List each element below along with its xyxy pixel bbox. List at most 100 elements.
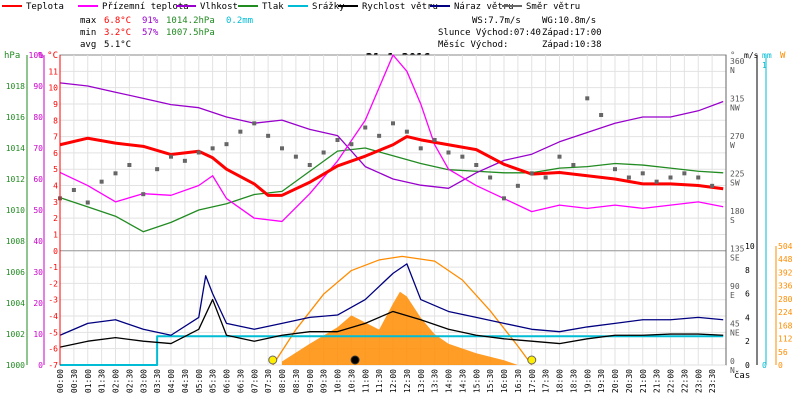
celsius-tick-label: 7 xyxy=(53,133,58,142)
x-tick-label: 16:00 xyxy=(500,369,509,393)
direction-tick-label: NE xyxy=(730,329,740,338)
solar-area xyxy=(282,291,518,365)
series-rychlost-v-tru xyxy=(59,298,724,348)
series xyxy=(58,54,724,366)
axes: hPa% °C1000100210041006100810101012101410… xyxy=(4,51,793,393)
wind-direction-point xyxy=(363,125,368,130)
hpa-tick-label: 1002 xyxy=(6,330,25,339)
hpa-tick-label: 1016 xyxy=(6,113,25,122)
celsius-tick-label: 3 xyxy=(53,198,58,207)
celsius-tick-label: 9 xyxy=(53,100,58,109)
wind-tick-label: 4 xyxy=(745,313,750,322)
wind-direction-point xyxy=(266,133,271,138)
wind-direction-point xyxy=(488,175,493,180)
direction-tick-value: 90 xyxy=(730,282,740,291)
wind-direction-point xyxy=(377,133,382,138)
legend-label: Směr větru xyxy=(526,2,580,12)
info-wg: WG:10.8m/s xyxy=(542,16,596,26)
wind-tick-label: 2 xyxy=(745,337,750,346)
direction-tick-label: SW xyxy=(730,179,740,188)
x-tick-label: 20:30 xyxy=(625,369,634,393)
direction-unit-label: ° xyxy=(730,51,735,61)
percent-tick-label: 90 xyxy=(33,82,43,91)
info-moon-rise: Měsíc Východ: xyxy=(438,40,508,50)
stats-min-temp: 3.2°C xyxy=(104,28,131,38)
x-tick-label: 02:30 xyxy=(125,369,134,393)
series-n-raz-v-tru xyxy=(59,263,724,336)
info-sun-set: Západ:17:00 xyxy=(542,28,602,38)
direction-tick-value: 270 xyxy=(730,132,745,141)
celsius-tick-label: 8 xyxy=(53,116,58,125)
percent-tick-label: 50 xyxy=(33,206,43,215)
x-tick-label: 11:00 xyxy=(361,369,370,393)
sunset-marker xyxy=(527,355,537,365)
wind-direction-point xyxy=(252,121,257,126)
x-axis-label: čas xyxy=(734,370,750,381)
solar-tick-label: 448 xyxy=(778,255,793,264)
x-tick-label: 13:00 xyxy=(417,369,426,393)
celsius-tick-label: 10 xyxy=(48,84,58,93)
wind-direction-point xyxy=(169,154,173,159)
series-vlhkost xyxy=(59,82,724,189)
x-tick-label: 12:00 xyxy=(389,369,398,393)
solar-fill xyxy=(282,291,518,365)
info-sun-rise: Slunce Východ:07:40 xyxy=(438,28,541,38)
wind-direction-point xyxy=(474,163,479,167)
x-tick-label: 11:30 xyxy=(375,369,384,393)
celsius-tick-label: -6 xyxy=(48,345,58,354)
celsius-tick-label: 5 xyxy=(53,165,58,174)
stats-avg-label: avg xyxy=(80,40,96,50)
x-tick-label: 16:30 xyxy=(514,369,523,393)
solar-tick-label: 504 xyxy=(778,242,793,251)
x-tick-label: 21:30 xyxy=(653,369,662,393)
wind-direction-point xyxy=(293,154,298,159)
x-tick-label: 22:00 xyxy=(667,369,676,393)
direction-tick-value: 225 xyxy=(730,170,745,179)
solar-tick-label: 336 xyxy=(778,282,793,291)
legend-label: Srážky xyxy=(312,2,345,12)
solar-tick-label: 0 xyxy=(778,361,783,370)
wind-direction-point xyxy=(446,150,451,155)
percent-tick-label: 70 xyxy=(33,144,43,153)
percent-tick-label: 20 xyxy=(33,299,43,308)
wind-unit-label: m/s xyxy=(744,51,759,60)
legend-label: Přízemní teplota xyxy=(102,2,189,12)
wind-direction-point xyxy=(460,154,465,159)
x-tick-label: 12:30 xyxy=(403,369,412,393)
hpa-tick-label: 1004 xyxy=(6,299,25,308)
celsius-tick-label: -5 xyxy=(48,328,58,337)
wind-direction-point xyxy=(71,188,76,192)
x-tick-label: 05:00 xyxy=(195,369,204,393)
solar-tick-label: 224 xyxy=(778,308,793,317)
series-sr-ky xyxy=(60,335,724,366)
x-tick-label: 20:00 xyxy=(611,369,620,393)
celsius-unit-label: °C xyxy=(47,51,58,61)
wind-direction-point xyxy=(515,183,520,188)
percent-tick-label: 100 xyxy=(29,51,44,60)
celsius-tick-label: -3 xyxy=(48,296,58,305)
legend-label: Teplota xyxy=(26,2,64,12)
rain-tick-label: 1 xyxy=(762,61,767,70)
celsius-tick-label: 11 xyxy=(48,67,58,76)
wind-tick-label: 10 xyxy=(745,242,755,251)
legend-label: Náraz větru xyxy=(454,2,514,12)
x-tick-label: 07:30 xyxy=(264,369,273,393)
direction-tick-value: 180 xyxy=(730,207,745,216)
wind-direction-point xyxy=(418,146,423,151)
solar-tick-label: 112 xyxy=(778,335,793,344)
direction-tick-label: N xyxy=(730,66,735,75)
wind-direction-point xyxy=(99,179,104,184)
rain-unit-label: mm xyxy=(762,51,772,60)
direction-tick-value: 0 xyxy=(730,357,735,366)
x-tick-label: 22:30 xyxy=(680,369,689,393)
wind-direction-point xyxy=(196,150,201,155)
wind-tick-label: 8 xyxy=(745,266,750,275)
direction-tick-label: NW xyxy=(730,104,740,113)
series-tlak xyxy=(59,147,724,233)
hpa-tick-label: 1014 xyxy=(6,144,25,153)
solar-tick-label: 168 xyxy=(778,321,793,330)
direction-tick-label: E xyxy=(730,291,735,300)
celsius-tick-label: 4 xyxy=(53,182,58,191)
x-tick-label: 18:00 xyxy=(556,369,565,393)
